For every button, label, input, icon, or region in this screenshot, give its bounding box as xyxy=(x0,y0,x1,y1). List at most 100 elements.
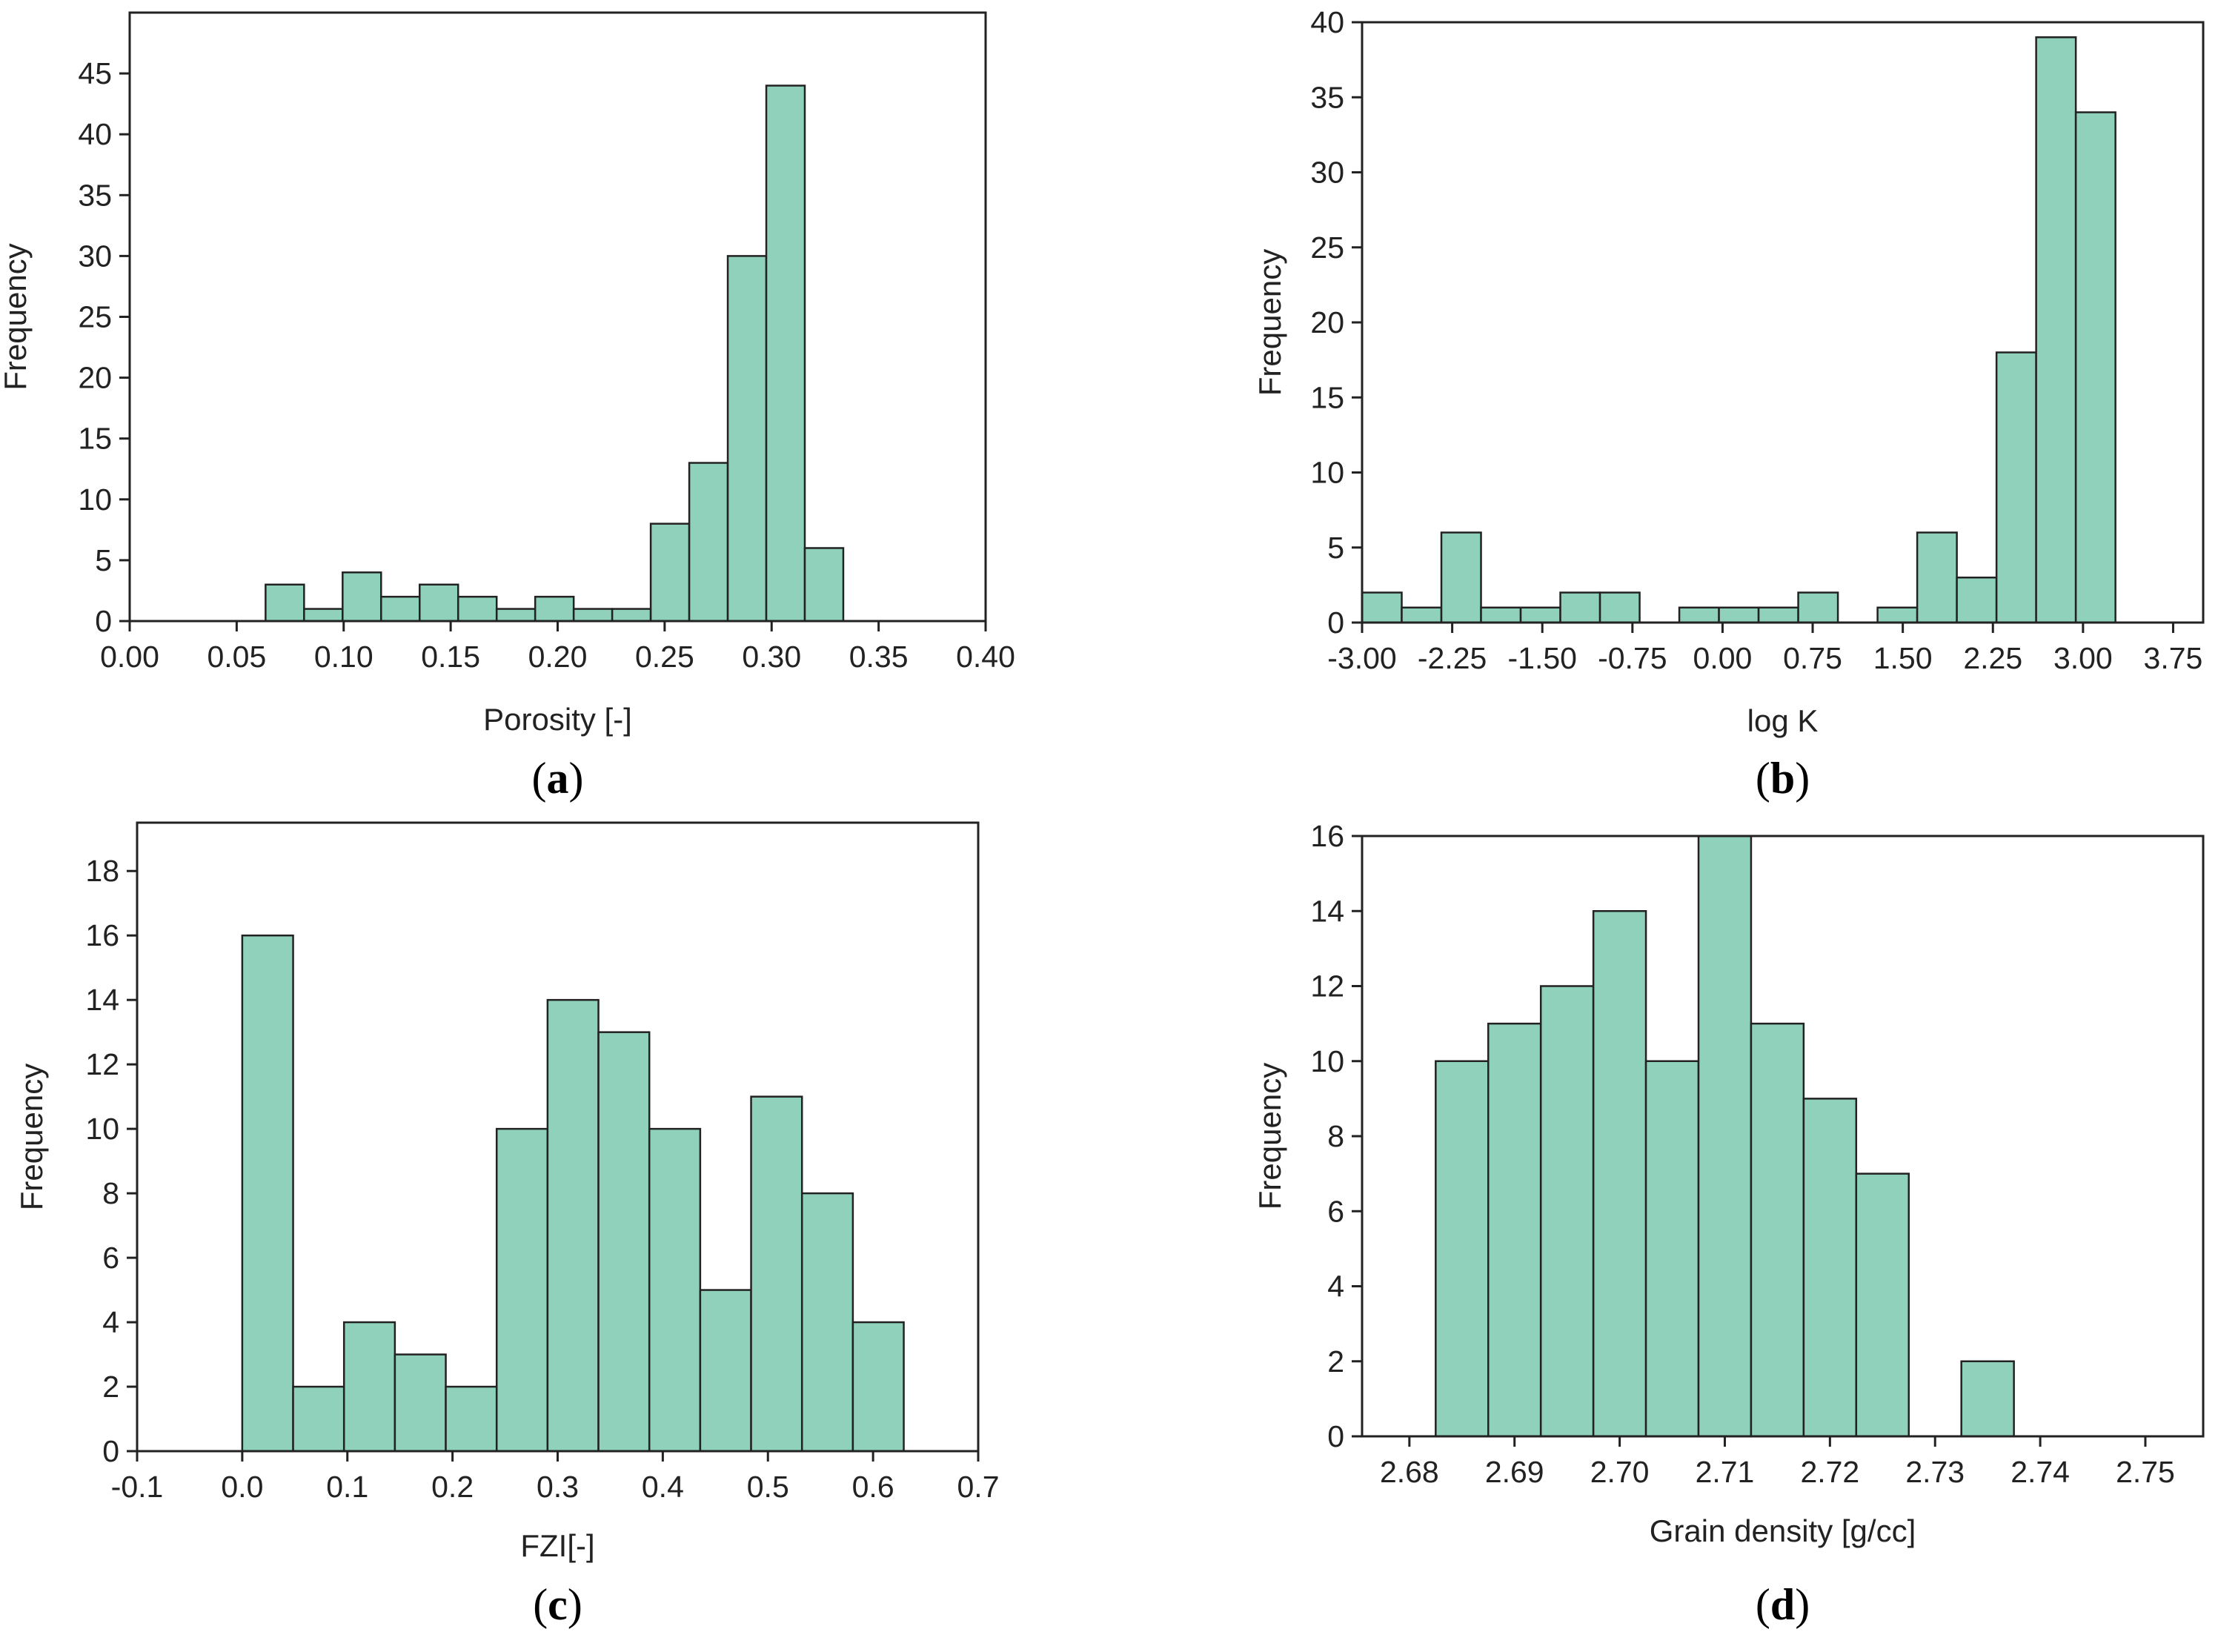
x-axis-label: Grain density [g/cc] xyxy=(1650,1513,1916,1548)
histogram-bar xyxy=(456,595,498,623)
histogram-bar xyxy=(803,547,845,623)
histogram-bar xyxy=(1855,1172,1910,1438)
x-tick-label: 0.4 xyxy=(642,1470,684,1504)
panel-letter: b xyxy=(1770,754,1795,803)
histogram-bar xyxy=(699,1289,752,1453)
x-tick-label: 0.5 xyxy=(747,1470,789,1504)
panel-label: (a) xyxy=(532,754,584,803)
histogram-bar xyxy=(419,583,459,623)
x-tick-label: 0.15 xyxy=(421,640,480,674)
panel-letter: a xyxy=(547,754,569,803)
histogram-bar xyxy=(1440,531,1482,624)
histogram-d: 0 2 4 6 8 10 12 14 16 2.68 2.69 2.70 2.71 2.72 2.73 2.… xyxy=(1252,819,2205,1629)
y-tick-label: 40 xyxy=(1310,5,1344,39)
histogram-bar xyxy=(649,523,691,623)
y-tick-label: 35 xyxy=(78,178,112,212)
histogram-bar xyxy=(1995,351,2037,624)
histogram-bar xyxy=(800,1192,854,1453)
x-tick-label: 0.75 xyxy=(1783,641,1842,675)
x-tick-label: -1.50 xyxy=(1507,641,1576,675)
y-tick-label: 8 xyxy=(102,1176,119,1210)
x-tick-label: 0.10 xyxy=(314,640,373,674)
histogram-bar xyxy=(534,595,575,623)
y-tick-label: 35 xyxy=(1310,80,1344,114)
histogram-bar xyxy=(495,608,537,623)
histogram-bar xyxy=(445,1385,498,1453)
y-tick-label: 10 xyxy=(78,482,112,517)
histogram-bar xyxy=(495,1127,549,1453)
y-tick-label: 16 xyxy=(1310,819,1344,853)
histogram-bar xyxy=(1592,910,1647,1438)
plot-frame xyxy=(136,821,980,1453)
x-tick-label: -2.25 xyxy=(1418,641,1487,675)
y-tick-label: 10 xyxy=(85,1112,119,1146)
panel-label: (d) xyxy=(1756,1580,1810,1629)
x-tick-label: 0.7 xyxy=(957,1470,1000,1504)
y-tick-label: 45 xyxy=(78,56,112,90)
histogram-bar xyxy=(241,934,294,1453)
histogram-bar xyxy=(2074,111,2116,624)
y-tick-label: 2 xyxy=(1327,1344,1344,1379)
histogram-bar xyxy=(1480,606,1522,624)
panel-label: (b) xyxy=(1756,754,1810,803)
histogram-bar xyxy=(1559,591,1601,624)
histogram-bar xyxy=(851,1321,905,1453)
histogram-bar xyxy=(1876,606,1919,624)
histogram-bar xyxy=(1401,606,1443,624)
y-tick-label: 12 xyxy=(1310,969,1344,1004)
histogram-a: 0 5 10 15 20 25 30 35 40 45 0.00 0.05 0.10 0.15 0.20 0… xyxy=(0,11,1015,803)
x-tick-label: 2.75 xyxy=(2116,1455,2175,1489)
y-tick-label: 30 xyxy=(78,239,112,273)
histogram-bar xyxy=(648,1127,702,1453)
plot-frame xyxy=(1361,835,2205,1438)
histogram-bar xyxy=(2035,36,2077,624)
y-tick-label: 18 xyxy=(85,854,119,888)
x-tick-label: 2.72 xyxy=(1800,1455,1859,1489)
histogram-bar xyxy=(1644,1060,1700,1438)
histogram-bar xyxy=(1797,591,1839,624)
histogram-bar xyxy=(1361,591,1403,624)
x-tick-label: 2.25 xyxy=(1963,641,2022,675)
x-tick-label: 0.6 xyxy=(852,1470,894,1504)
x-tick-label: 0.20 xyxy=(528,640,588,674)
histogram-bar xyxy=(765,84,806,623)
x-tick-label: 3.00 xyxy=(2053,641,2113,675)
y-tick-label: 0 xyxy=(95,604,112,638)
x-tick-label: 0.05 xyxy=(207,640,266,674)
histogram-bar xyxy=(292,1385,345,1453)
y-tick-label: 40 xyxy=(78,117,112,151)
histogram-bar xyxy=(726,255,768,623)
x-tick-label: 2.73 xyxy=(1905,1455,1965,1489)
x-tick-label: 2.74 xyxy=(2011,1455,2070,1489)
histogram-bar xyxy=(342,571,382,623)
x-tick-label: -0.1 xyxy=(111,1470,164,1504)
y-tick-label: 8 xyxy=(1327,1119,1344,1153)
histogram-bar xyxy=(1757,606,1799,624)
y-tick-label: 20 xyxy=(1310,305,1344,339)
y-tick-label: 15 xyxy=(1310,380,1344,414)
y-tick-label: 14 xyxy=(1310,894,1344,928)
y-tick-label: 5 xyxy=(95,543,112,577)
y-tick-label: 6 xyxy=(1327,1194,1344,1228)
y-tick-label: 10 xyxy=(1310,1044,1344,1078)
y-tick-label: 14 xyxy=(85,983,119,1017)
histogram-bar xyxy=(1750,1022,1805,1438)
histogram-bar xyxy=(1916,531,1958,624)
x-tick-label: 2.69 xyxy=(1485,1455,1544,1489)
y-tick-label: 4 xyxy=(1327,1270,1344,1304)
histogram-bar xyxy=(1598,591,1641,624)
y-tick-label: 20 xyxy=(78,361,112,395)
x-axis-label: Porosity [-] xyxy=(483,702,632,737)
x-tick-label: 0.00 xyxy=(1693,641,1753,675)
y-tick-label: 6 xyxy=(102,1241,119,1275)
histogram-bar xyxy=(1435,1060,1490,1438)
histogram-bar xyxy=(265,583,305,623)
x-tick-label: 1.50 xyxy=(1873,641,1933,675)
panel-letter: d xyxy=(1770,1580,1795,1629)
x-axis-label: FZI[-] xyxy=(520,1528,594,1563)
x-tick-label: -0.75 xyxy=(1598,641,1667,675)
histogram-bar xyxy=(611,608,652,623)
histogram-bar xyxy=(380,595,421,623)
y-tick-label: 15 xyxy=(78,422,112,456)
